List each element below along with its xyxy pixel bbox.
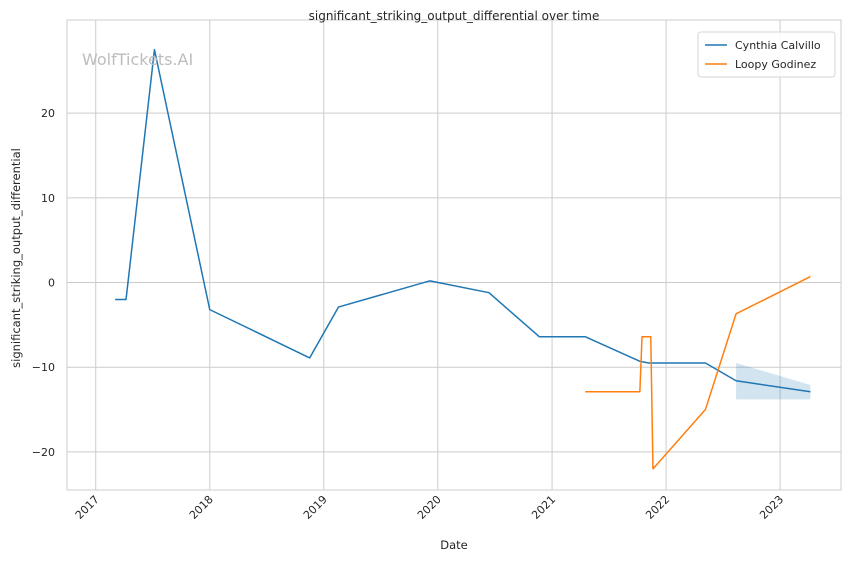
x-tick-label: 2021 [529,493,558,522]
x-axis-title: Date [440,538,468,552]
y-tick-label: 10 [41,192,55,205]
y-tick-label: 0 [48,277,55,290]
series-line-loopy-godinez [585,275,811,470]
watermark: WolfTickets.AI [82,50,193,69]
x-tick-label: 2017 [73,493,102,522]
confidence-band-cynthia-calvillo [736,362,811,400]
x-tick-label: 2019 [301,493,330,522]
confidence-bands [736,362,811,400]
y-tick-label: −20 [32,446,55,459]
legend-label-cynthia-calvillo: Cynthia Calvillo [735,39,821,52]
chart-title: significant_striking_output_differential… [309,9,600,23]
y-axis-title: significant_striking_output_differential [9,148,23,368]
series-line-cynthia-calvillo [115,48,811,393]
legend: Cynthia Calvillo Loopy Godinez [697,31,836,78]
plot-area [67,20,841,490]
x-tick-label: 2023 [757,493,786,522]
x-tick-label: 2022 [643,493,672,522]
legend-label-loopy-godinez: Loopy Godinez [735,58,816,71]
plot-frame [66,19,842,491]
legend-box [697,31,836,78]
x-tick-label: 2020 [415,493,444,522]
x-tick-label: 2018 [187,493,216,522]
y-tick-label: 20 [41,107,55,120]
y-tick-label: −10 [32,361,55,374]
series-lines [115,48,811,470]
